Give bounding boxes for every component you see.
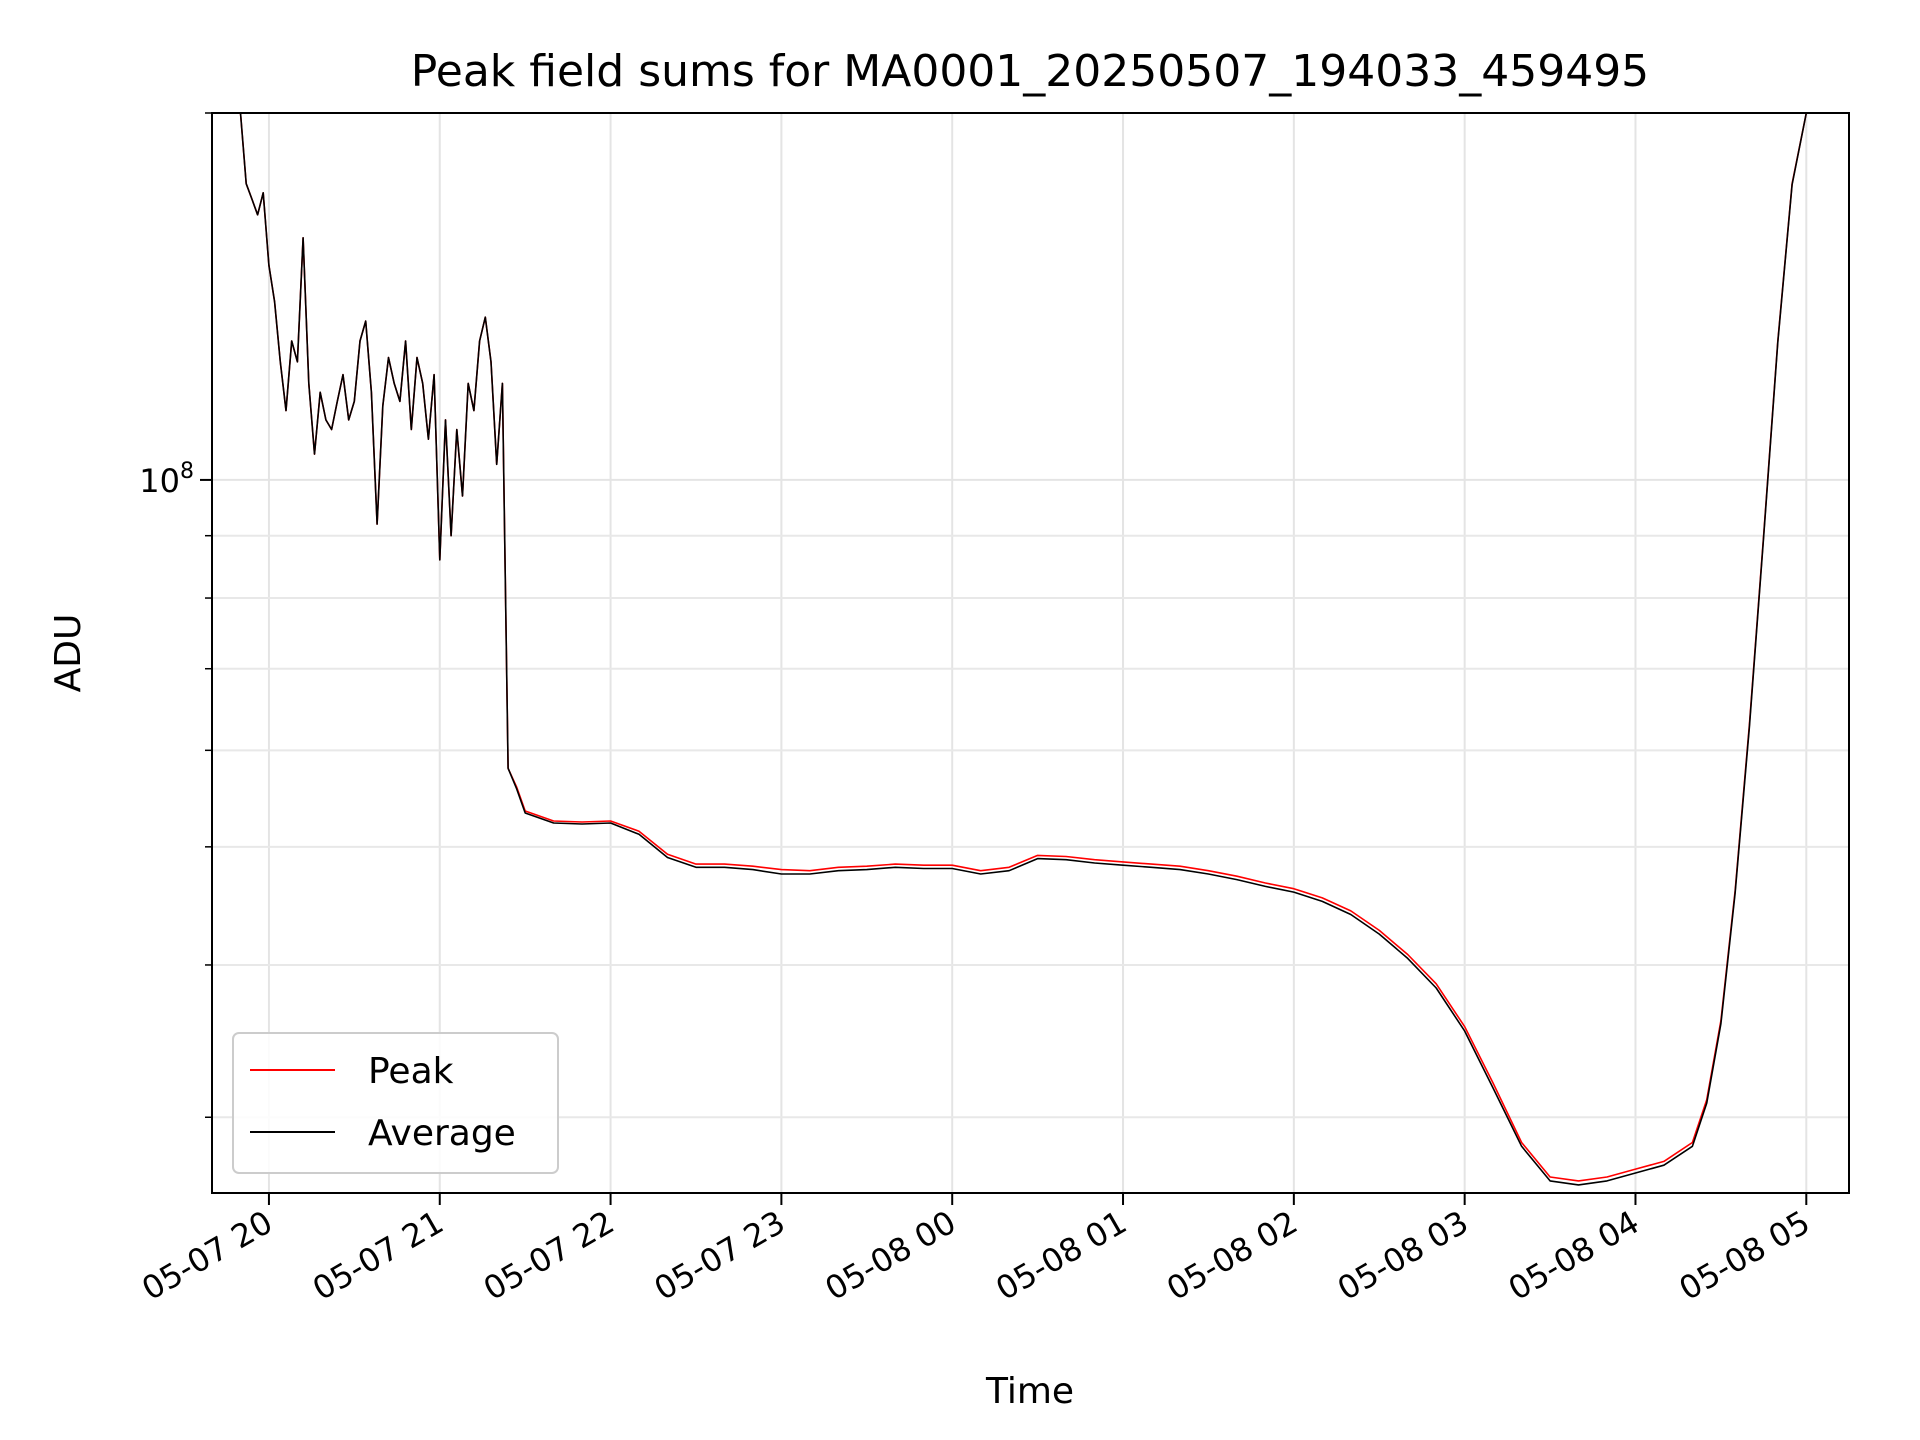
x-axis-label: Time — [985, 1371, 1074, 1412]
series-line-average — [212, 112, 1849, 1186]
legend-label-average: Average — [368, 1113, 516, 1154]
y-tick-label: 108 — [139, 459, 194, 500]
y-axis-label: ADU — [48, 614, 89, 693]
y-axis-ticks: 108 — [139, 112, 212, 1118]
legend-box — [232, 1032, 559, 1174]
series-lines — [212, 112, 1849, 1186]
legend: Peak Average — [232, 1032, 559, 1174]
plot-frame — [211, 112, 1850, 1194]
chart-title: Peak field sums for MA0001_20250507_1940… — [411, 46, 1649, 97]
legend-label-peak: Peak — [368, 1051, 454, 1092]
